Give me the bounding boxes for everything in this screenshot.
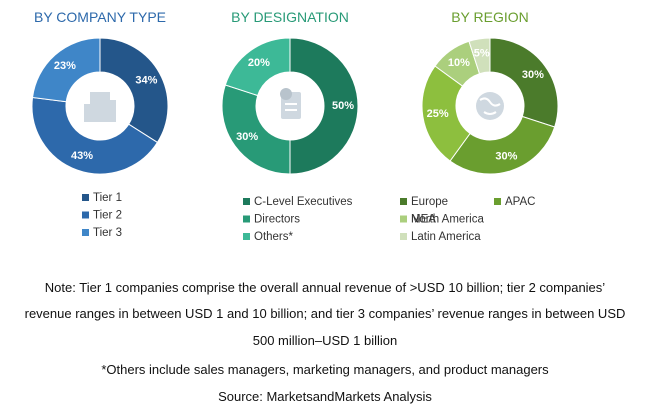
source: Source: MarketsandMarkets Analysis (218, 389, 432, 404)
legend-label: Tier 1 (93, 192, 122, 204)
value-label: 5% (474, 48, 490, 60)
value-label: 23% (54, 60, 76, 72)
value-label: 30% (495, 150, 517, 162)
slice (489, 37, 559, 128)
legend-swatch (494, 198, 501, 205)
value-label: 10% (448, 57, 470, 69)
chart-title: BY REGION (451, 9, 529, 25)
slice (224, 37, 291, 97)
legend-swatch (400, 198, 407, 205)
footnote: *Others include sales managers, marketin… (101, 362, 549, 377)
legend-label: MEA (411, 214, 436, 226)
legend-swatch (243, 215, 250, 223)
legend-swatch (82, 194, 89, 201)
slice (31, 96, 159, 175)
legend-label: Directors (254, 214, 300, 226)
value-label: 30% (522, 69, 544, 81)
slices: 34% Tier 1 43% Tier 2 23% Tier 3 (31, 37, 169, 239)
slices: 30% Europe 30% APAC 25% North America 10% MEA 5%… (400, 37, 559, 243)
legend-swatch (243, 198, 250, 205)
legend-label: Tier 2 (93, 210, 122, 222)
legend-label: Latin America (411, 231, 481, 243)
globe-icon (476, 92, 504, 120)
legend-swatch (82, 229, 89, 236)
legend-swatch (82, 211, 89, 219)
legend-label: APAC (505, 196, 535, 208)
legend-label: Tier 3 (93, 227, 122, 239)
note-line: Note: Tier 1 companies comprise the over… (45, 280, 605, 295)
note-line: revenue ranges in between USD 1 and 10 b… (25, 306, 626, 321)
document-icon (280, 88, 301, 119)
value-label: 20% (248, 57, 270, 69)
slice (31, 37, 101, 103)
note-line: 500 million–USD 1 billion (253, 333, 398, 348)
legend-label: North America (411, 214, 484, 226)
value-label: 43% (71, 150, 93, 162)
legend-swatch (400, 215, 407, 223)
slice (289, 37, 359, 175)
slice (421, 65, 471, 162)
slice (449, 115, 556, 175)
legend-label: C-Level Executives (254, 196, 353, 208)
value-label: 50% (332, 100, 354, 112)
legend-swatch (400, 233, 407, 240)
legend-swatch (243, 233, 250, 240)
slices: 50% C-Level Executives 30% Directors 20% Othe… (221, 37, 359, 243)
chart-title: BY DESIGNATION (231, 9, 349, 25)
slice (468, 37, 491, 75)
legend-label: Others* (254, 231, 294, 243)
value-label: 30% (236, 131, 258, 143)
slice (99, 37, 169, 144)
legend-label: Europe (411, 196, 448, 208)
slice (221, 84, 291, 175)
value-label: 25% (427, 108, 449, 120)
value-label: 34% (135, 74, 157, 86)
chart-title: BY COMPANY TYPE (34, 9, 166, 25)
building-icon (84, 92, 116, 122)
